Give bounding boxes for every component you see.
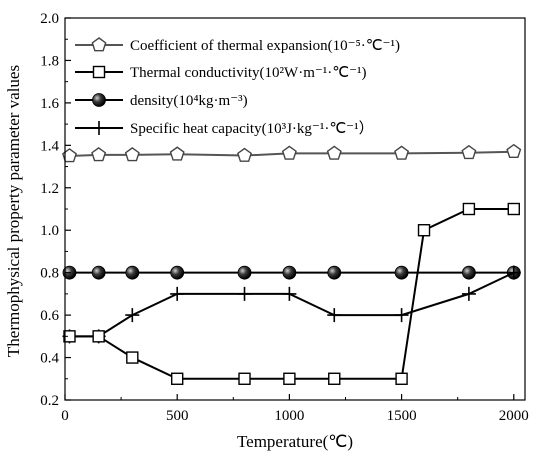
x-axis-title: Temperature(℃) bbox=[237, 432, 353, 451]
y-tick-label: 1.8 bbox=[40, 53, 59, 69]
data-point-1-7 bbox=[395, 372, 408, 385]
y-tick-label: 1.4 bbox=[40, 138, 59, 154]
y-tick-label: 1.2 bbox=[40, 181, 59, 197]
series-layer bbox=[62, 143, 522, 385]
series-line-3 bbox=[69, 271, 515, 338]
legend-marker-0 bbox=[91, 37, 107, 52]
data-point-2-5 bbox=[282, 265, 297, 280]
data-point-0-0 bbox=[62, 148, 77, 163]
data-point-3-5 bbox=[282, 286, 297, 301]
data-point-3-8 bbox=[461, 286, 476, 301]
data-point-1-10 bbox=[507, 202, 520, 216]
series-0 bbox=[62, 143, 522, 163]
data-point-2-1 bbox=[91, 265, 106, 280]
series-2 bbox=[62, 265, 521, 280]
legend: Coefficient of thermal expansion(10⁻⁵·℃⁻… bbox=[75, 37, 400, 137]
axes-layer: 0 500 1000 1500 2000 0.2 0.4 0.6 0.8 1.0 1.2 1.4 1.6… bbox=[40, 11, 529, 424]
data-point-2-2 bbox=[125, 265, 140, 280]
legend-label-2: density(10⁴kg·m⁻³) bbox=[130, 93, 248, 109]
data-point-1-0 bbox=[63, 330, 76, 343]
y-tick-label: 0.2 bbox=[40, 393, 59, 409]
data-point-3-7 bbox=[394, 308, 409, 323]
data-point-3-2 bbox=[125, 308, 140, 323]
legend-marker-1 bbox=[92, 65, 106, 79]
legend-item-0: Coefficient of thermal expansion(10⁻⁵·℃⁻… bbox=[75, 37, 400, 54]
x-tick-label: 1000 bbox=[274, 408, 304, 424]
data-point-0-4 bbox=[237, 147, 252, 162]
legend-label-1: Thermal conductivity(10²W·m⁻¹·℃⁻¹) bbox=[130, 65, 367, 81]
data-point-2-4 bbox=[237, 265, 252, 280]
legend-item-1: Thermal conductivity(10²W·m⁻¹·℃⁻¹) bbox=[75, 65, 367, 81]
data-point-0-2 bbox=[124, 147, 140, 162]
series-line-0 bbox=[69, 150, 514, 157]
data-point-0-6 bbox=[326, 145, 342, 160]
x-tick-label: 500 bbox=[166, 408, 189, 424]
data-point-0-3 bbox=[169, 146, 185, 161]
y-tick-label: 2.0 bbox=[40, 11, 59, 27]
legend-label-0: Coefficient of thermal expansion(10⁻⁵·℃⁻… bbox=[130, 38, 400, 54]
x-tick-label: 0 bbox=[61, 408, 69, 424]
legend-marker-3 bbox=[92, 121, 106, 135]
data-point-2-3 bbox=[170, 265, 185, 280]
series-1 bbox=[63, 202, 520, 385]
data-point-3-9 bbox=[506, 265, 521, 280]
y-tick-label: 1.0 bbox=[40, 223, 59, 239]
y-axis-title: Thermophysical property parameter values bbox=[4, 65, 23, 357]
data-point-3-4 bbox=[237, 286, 252, 301]
x-tick-label: 1500 bbox=[387, 408, 417, 424]
data-point-0-7 bbox=[394, 145, 410, 160]
legend-item-3: Specific heat capacity(10³J·kg⁻¹·℃⁻¹） bbox=[75, 120, 374, 137]
data-point-1-3 bbox=[170, 372, 184, 385]
data-point-1-8 bbox=[417, 224, 431, 237]
x-tick-label: 2000 bbox=[499, 408, 529, 424]
legend-label-3: Specific heat capacity(10³J·kg⁻¹·℃⁻¹） bbox=[130, 120, 374, 137]
data-point-0-5 bbox=[281, 145, 297, 160]
data-point-1-4 bbox=[238, 372, 251, 385]
y-tick-label: 0.4 bbox=[40, 351, 59, 367]
data-point-1-1 bbox=[92, 330, 105, 343]
data-point-1-6 bbox=[328, 372, 341, 385]
data-point-2-7 bbox=[394, 265, 409, 280]
data-point-2-8 bbox=[462, 265, 476, 280]
data-point-3-3 bbox=[170, 286, 185, 301]
data-point-0-8 bbox=[461, 144, 477, 160]
data-point-2-6 bbox=[327, 265, 342, 280]
data-point-1-9 bbox=[462, 202, 476, 216]
data-point-0-1 bbox=[91, 147, 107, 162]
data-point-1-2 bbox=[126, 351, 139, 364]
legend-marker-2 bbox=[92, 93, 106, 107]
data-point-1-5 bbox=[283, 372, 296, 385]
data-point-3-6 bbox=[327, 308, 342, 323]
y-tick-label: 0.6 bbox=[40, 308, 59, 324]
y-tick-label: 0.8 bbox=[40, 266, 59, 282]
data-point-0-9 bbox=[506, 143, 522, 159]
legend-item-2: density(10⁴kg·m⁻³) bbox=[75, 93, 248, 109]
y-tick-label: 1.6 bbox=[40, 96, 59, 112]
